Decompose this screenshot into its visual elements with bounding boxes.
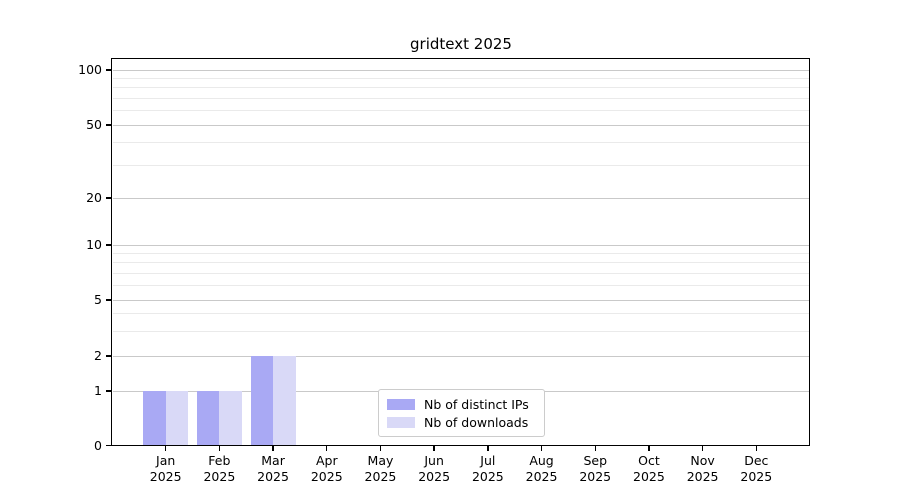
x-tick-mark (755, 445, 757, 451)
minor-gridline (113, 262, 809, 264)
bar-distinct-ips (196, 391, 220, 446)
x-tick-mark (272, 445, 274, 451)
minor-gridline (113, 330, 809, 332)
y-tick-mark (106, 444, 112, 447)
x-tick-mark (487, 445, 489, 451)
y-tick-label: 1 (94, 383, 102, 398)
y-tick-label: 5 (94, 292, 102, 307)
major-gridline (113, 69, 809, 71)
x-tick-label: Dec 2025 (740, 452, 773, 484)
x-tick-mark (433, 445, 435, 451)
x-tick-label: Mar 2025 (257, 452, 289, 484)
legend-swatch-distinct-ips (387, 398, 415, 410)
x-tick-label: Aug 2025 (525, 452, 558, 484)
y-tick-label: 20 (86, 190, 102, 205)
bar-downloads (273, 356, 296, 446)
bar-downloads (165, 391, 189, 446)
major-gridline (113, 124, 809, 126)
minor-gridline (113, 313, 809, 315)
y-tick-mark (106, 355, 112, 357)
minor-gridline (113, 110, 809, 112)
y-tick-label: 10 (86, 237, 102, 252)
minor-gridline (113, 77, 809, 79)
x-tick-label: Jul 2025 (471, 452, 504, 484)
minor-gridline (113, 87, 809, 89)
minor-gridline (113, 285, 809, 287)
y-tick-label: 0 (94, 437, 102, 453)
x-tick-mark (594, 445, 596, 451)
x-tick-mark (379, 445, 382, 451)
major-gridline (113, 244, 809, 246)
y-tick-label: 50 (86, 117, 102, 132)
x-tick-label: Sep 2025 (579, 452, 612, 484)
x-tick-label: Apr 2025 (310, 452, 343, 484)
major-gridline (113, 355, 809, 357)
minor-gridline (113, 142, 809, 144)
chart-title: gridtext 2025 (410, 35, 512, 53)
legend-swatch-downloads (387, 416, 415, 428)
legend-label-distinct-ips: Nb of distinct IPs (424, 396, 529, 412)
bar-downloads (219, 391, 242, 446)
legend-entry-downloads: Nb of downloads (387, 415, 536, 430)
y-tick-mark (106, 197, 112, 199)
minor-gridline (113, 252, 809, 254)
bar-distinct-ips (250, 356, 274, 446)
x-tick-mark (648, 445, 650, 451)
y-tick-mark (106, 69, 112, 71)
x-tick-mark (218, 445, 221, 451)
bar-distinct-ips (143, 391, 166, 446)
major-gridline (113, 197, 809, 199)
x-tick-mark (326, 445, 328, 451)
minor-gridline (113, 97, 809, 99)
x-tick-mark (540, 445, 543, 451)
minor-gridline (113, 272, 809, 274)
x-tick-label: Jun 2025 (418, 452, 451, 484)
x-tick-label: Oct 2025 (633, 452, 665, 484)
x-tick-label: Jan 2025 (149, 452, 182, 484)
x-tick-label: Nov 2025 (686, 452, 719, 484)
legend-label-downloads: Nb of downloads (424, 414, 529, 430)
major-gridline (113, 299, 809, 301)
y-tick-label: 100 (78, 62, 102, 77)
y-tick-mark (106, 124, 112, 126)
x-tick-label: Feb 2025 (203, 452, 236, 484)
x-tick-mark (164, 445, 167, 451)
x-tick-label: May 2025 (364, 452, 397, 484)
y-tick-label: 2 (94, 348, 102, 363)
y-tick-mark (106, 390, 112, 392)
x-tick-mark (701, 445, 704, 451)
y-tick-mark (106, 299, 112, 301)
legend-entry-distinct-ips: Nb of distinct IPs (387, 397, 536, 412)
minor-gridline (113, 165, 809, 167)
y-tick-mark (106, 244, 112, 246)
legend: Nb of distinct IPs Nb of downloads (378, 389, 545, 437)
